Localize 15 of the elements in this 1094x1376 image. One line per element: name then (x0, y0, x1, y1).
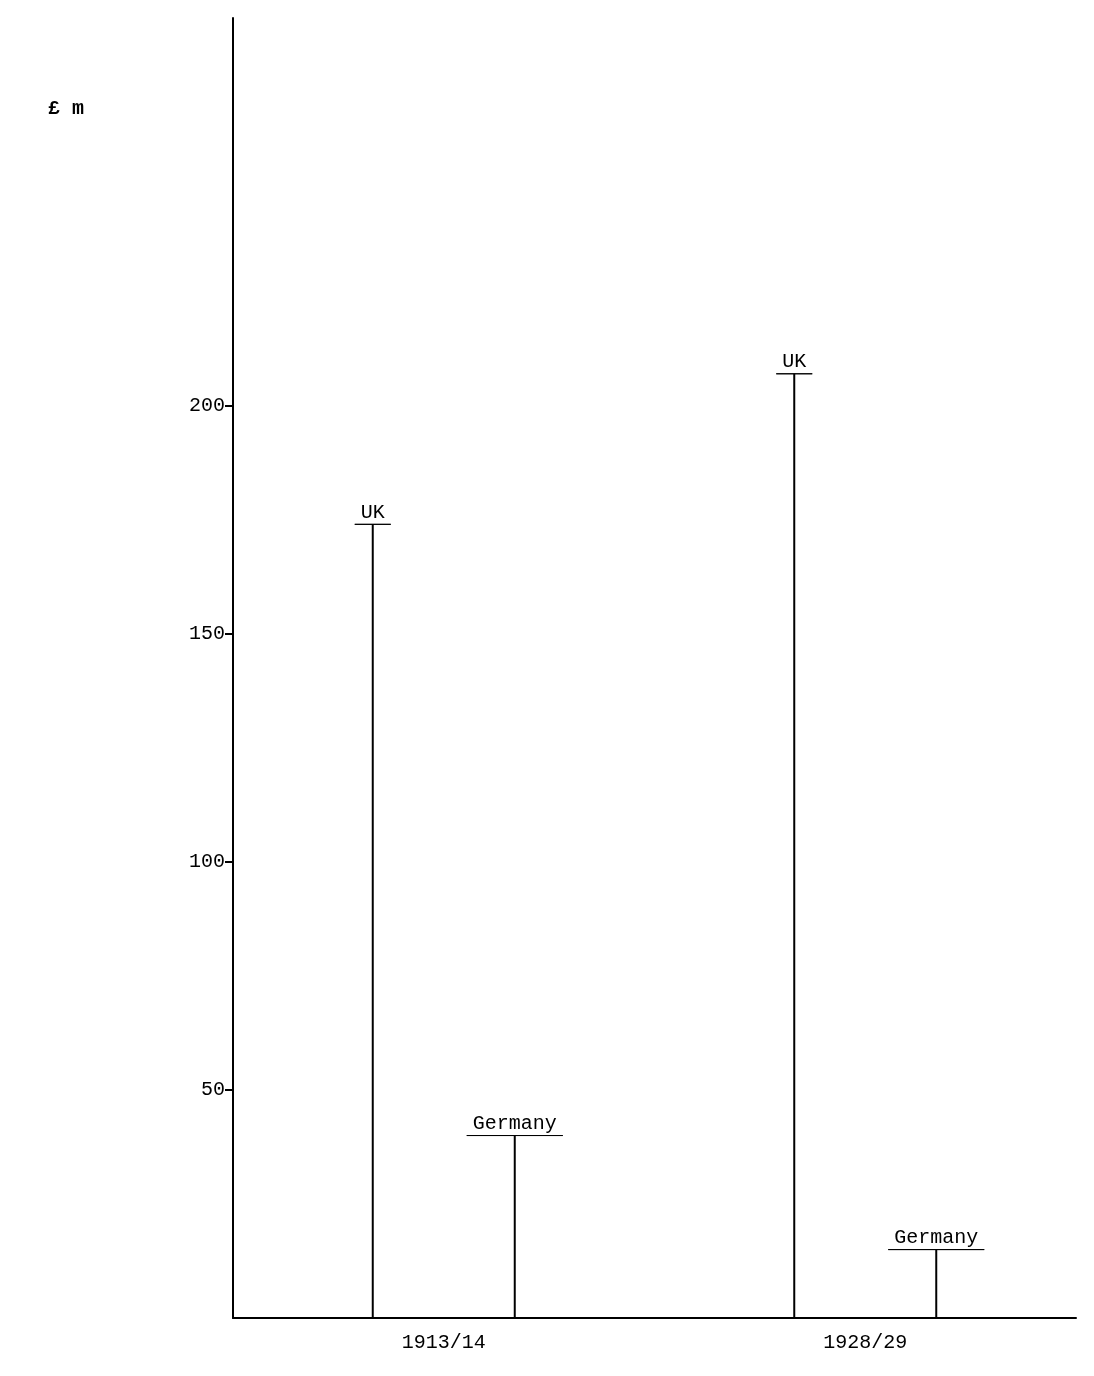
bar (513, 1135, 516, 1318)
text: Germany (894, 1226, 979, 1250)
x-tick-label: 1913/14 (401, 1330, 486, 1354)
x-tick-label: 1928/29 (823, 1330, 908, 1354)
bar (371, 524, 374, 1318)
text: £ m (48, 96, 85, 120)
y-tick-label: 100 (188, 850, 225, 874)
bar (935, 1249, 938, 1318)
text: UK (360, 500, 385, 524)
series-label: UK (782, 350, 807, 374)
y-tick-label: 200 (188, 394, 225, 418)
bar (793, 373, 796, 1318)
y-tick-label: 50 (200, 1078, 225, 1102)
y-tick-label: 150 (188, 622, 225, 646)
series-label: Germany (472, 1112, 557, 1136)
